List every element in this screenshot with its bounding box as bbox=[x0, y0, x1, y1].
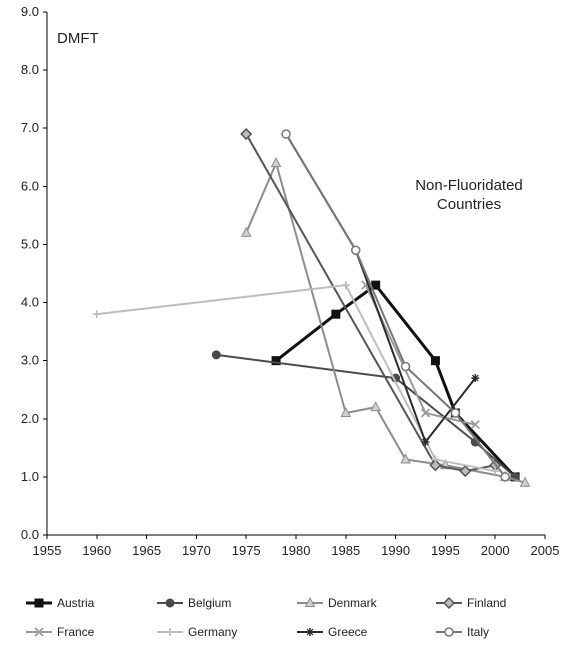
finland-point-1 bbox=[429, 459, 442, 472]
greece-legend-point-0 bbox=[306, 628, 314, 636]
finland-point-2 bbox=[459, 465, 472, 478]
y-tick-label: 9.0 bbox=[21, 4, 39, 19]
legend-item-italy: Italy bbox=[436, 625, 489, 639]
austria-point-3 bbox=[430, 356, 440, 366]
germany-point-3 bbox=[491, 467, 500, 476]
x-tick-label: 1965 bbox=[132, 543, 161, 558]
x-tick-label: 2000 bbox=[481, 543, 510, 558]
belgium-legend-point-0 bbox=[165, 598, 175, 608]
y-tick-label: 7.0 bbox=[21, 120, 39, 135]
belgium-legend-label: Belgium bbox=[188, 596, 231, 610]
italy-point-3 bbox=[450, 408, 461, 418]
greece-point-2 bbox=[421, 438, 430, 447]
austria-line bbox=[274, 283, 517, 479]
germany-legend-point-0 bbox=[166, 628, 174, 636]
x-tick-label: 1975 bbox=[232, 543, 261, 558]
y-tick-label: 2.0 bbox=[21, 411, 39, 426]
legend-item-belgium: Belgium bbox=[157, 596, 231, 610]
series-france bbox=[361, 280, 480, 430]
austria-point-1 bbox=[331, 309, 341, 319]
axes: 0.0 1.0 2.0 3.0 4.0 5.0 6.0 7.0 8.0 9.0 1955 1960 19… bbox=[21, 4, 560, 558]
x-tick-label: 1960 bbox=[82, 543, 111, 558]
germany-point-2 bbox=[431, 455, 440, 464]
italy-point-2 bbox=[400, 361, 411, 372]
legend-item-germany: Germany bbox=[157, 625, 237, 639]
legend-group: Austria Belgium Denmark Finland France German… bbox=[26, 596, 506, 639]
denmark-point-3 bbox=[370, 401, 382, 412]
y-tick-label: 3.0 bbox=[21, 353, 39, 368]
y-tick-label: 8.0 bbox=[21, 62, 39, 77]
italy-legend-point-0 bbox=[444, 627, 454, 637]
legend-item-austria: Austria bbox=[26, 596, 95, 610]
italy-point-4 bbox=[500, 472, 510, 482]
germany-point-0 bbox=[92, 310, 101, 319]
belgium-line bbox=[215, 353, 517, 478]
france-legend-label: France bbox=[57, 625, 95, 639]
x-tick-label: 1970 bbox=[182, 543, 211, 558]
finland-point-0 bbox=[240, 127, 253, 141]
y-tick-label: 0.0 bbox=[21, 527, 39, 542]
italy-point-0 bbox=[281, 129, 291, 139]
series-italy bbox=[281, 129, 510, 482]
x-tick-label: 1955 bbox=[33, 543, 62, 558]
belgium-point-0 bbox=[211, 350, 221, 360]
denmark-point-1 bbox=[270, 157, 282, 168]
denmark-legend-label: Denmark bbox=[328, 596, 378, 610]
legend-item-france: France bbox=[26, 625, 95, 639]
greece-point-3 bbox=[471, 374, 480, 383]
denmark-legend-point-0 bbox=[304, 596, 316, 607]
annotation-line-1: Non-Fluoridated bbox=[415, 177, 523, 194]
legend-item-greece: Greece bbox=[297, 625, 368, 639]
y-tick-label: 6.0 bbox=[21, 178, 39, 193]
germany-legend-label: Germany bbox=[188, 625, 237, 639]
italy-point-1 bbox=[351, 245, 361, 256]
france-point-1 bbox=[420, 408, 431, 418]
x-tick-label: 1990 bbox=[381, 543, 410, 558]
y-tick-label: 5.0 bbox=[21, 236, 39, 251]
finland-legend-point-0 bbox=[442, 596, 456, 610]
germany-point-1 bbox=[341, 281, 350, 290]
legend-item-finland: Finland bbox=[436, 596, 506, 610]
y-axis-label: DMFT bbox=[57, 30, 99, 47]
series-group bbox=[92, 127, 531, 487]
finland-legend-label: Finland bbox=[467, 596, 506, 610]
x-tick-label: 1980 bbox=[282, 543, 311, 558]
y-tick-label: 1.0 bbox=[21, 469, 39, 484]
austria-legend-label: Austria bbox=[57, 596, 95, 610]
denmark-point-7 bbox=[519, 476, 531, 487]
italy-legend-label: Italy bbox=[467, 625, 489, 639]
y-tick-label: 4.0 bbox=[21, 295, 39, 310]
denmark-point-0 bbox=[240, 226, 252, 237]
germany-line bbox=[95, 284, 497, 473]
x-tick-label: 2005 bbox=[531, 543, 560, 558]
series-germany bbox=[92, 281, 500, 476]
france-point-2 bbox=[470, 419, 480, 430]
x-tick-label: 1985 bbox=[331, 543, 360, 558]
austria-legend-point-0 bbox=[34, 598, 44, 608]
france-legend-point-0 bbox=[34, 627, 44, 637]
legend-item-denmark: Denmark bbox=[297, 596, 378, 610]
annotation-line-2: Countries bbox=[437, 196, 501, 213]
series-belgium bbox=[211, 350, 520, 482]
x-tick-label: 1995 bbox=[431, 543, 460, 558]
greece-legend-label: Greece bbox=[328, 625, 368, 639]
denmark-point-4 bbox=[400, 453, 411, 464]
austria-point-0 bbox=[271, 356, 281, 366]
denmark-point-2 bbox=[340, 406, 352, 417]
